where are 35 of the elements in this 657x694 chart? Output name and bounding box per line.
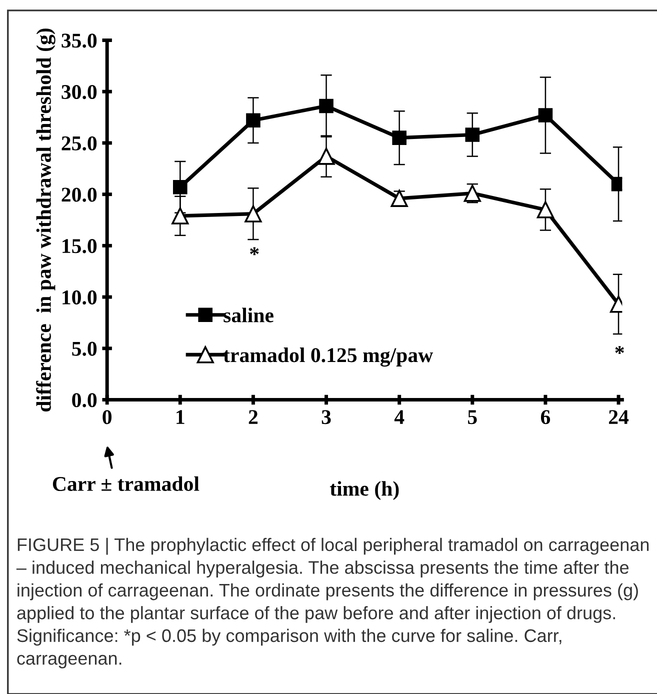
y-tick-label: 25.0	[62, 136, 97, 150]
x-tick-label: 4	[394, 410, 404, 424]
x-axis-title: time (h)	[330, 481, 399, 500]
point	[244, 205, 262, 222]
y-tick-label: 5.0	[72, 342, 97, 356]
x-tick-label: 5	[468, 410, 477, 424]
y-tick-label: 20.0	[62, 188, 97, 202]
x-tick-label: 24	[608, 410, 629, 424]
point	[465, 128, 480, 142]
legend-label: tramadol 0.125 mg/paw	[223, 348, 434, 367]
point	[392, 130, 406, 145]
x-tick-label: 1	[176, 410, 184, 424]
point	[246, 113, 260, 128]
text: Carr ± tramadol	[52, 476, 200, 492]
point	[536, 201, 554, 218]
x-tick-label: 3	[322, 410, 331, 424]
y-tick-label: 10.0	[62, 290, 97, 305]
y-tick-label: 0.0	[72, 393, 97, 408]
legend-label: saline	[224, 308, 274, 322]
y-tick-label: 15.0	[62, 239, 97, 254]
point	[173, 180, 188, 194]
point	[390, 190, 408, 207]
point	[172, 207, 189, 224]
y-tick-label: 30.0	[62, 84, 97, 100]
x-tick-label: 0	[102, 410, 112, 424]
annotation: *	[615, 346, 624, 354]
x-tick-label: 2	[248, 410, 258, 424]
point	[319, 98, 334, 114]
x-tick-label: 6	[540, 410, 550, 424]
annotation: *	[250, 247, 259, 256]
point	[318, 148, 335, 165]
y-axis-title: difference in paw withdrawal threshold (g)	[36, 28, 56, 412]
y-tick-label: 35.0	[62, 34, 97, 48]
caption: FIGURE 5 | The prophylactic effect of local peripheral tramadol on carrageenan – induced mechanical hyperalgesia. The abscissa presents the time after the injection of carrageenan. The ordinate presents the difference in pressures (g) applied to the plantar surface of the paw before and after injection of drugs. Significance: *p < 0.05 by comparison with the curve for saline. Carr, carrageenan.	[16, 538, 649, 668]
point	[538, 108, 553, 122]
